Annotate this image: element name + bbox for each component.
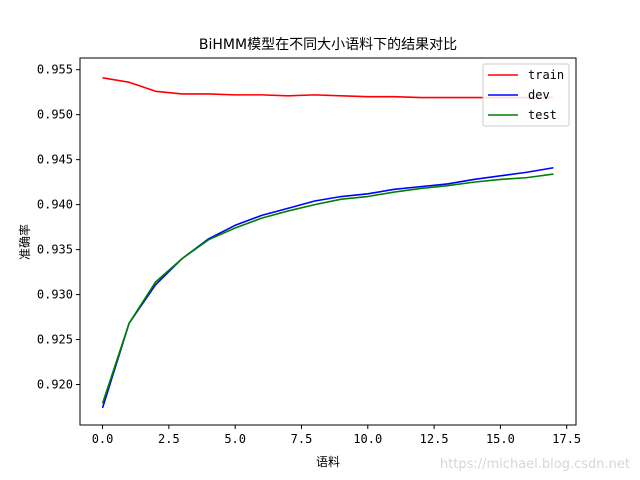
legend-entries: train dev test	[488, 68, 564, 122]
y-tick-label: 0.940	[37, 198, 73, 212]
legend: train dev test	[482, 63, 570, 127]
series-lines	[101, 77, 554, 409]
y-tick-label: 0.925	[37, 333, 73, 347]
plot-frame	[79, 57, 577, 426]
x-tick-label: 5.0	[224, 432, 246, 446]
y-tick-label: 0.950	[37, 108, 73, 122]
legend-label-dev: dev	[528, 88, 550, 102]
legend-label-train: train	[528, 68, 564, 82]
legend-label-test: test	[528, 108, 557, 122]
x-tick-label: 2.5	[158, 432, 180, 446]
y-tick-label: 0.935	[37, 243, 73, 257]
x-tick-label: 7.5	[291, 432, 313, 446]
y-tick-label: 0.945	[37, 153, 73, 167]
y-tick-label: 0.955	[37, 63, 73, 77]
series-line-test	[101, 173, 554, 404]
x-axis-label: 语料	[316, 455, 340, 469]
y-tick-label: 0.930	[37, 288, 73, 302]
series-line-train	[102, 77, 554, 99]
legend-box	[482, 63, 570, 127]
y-axis-label: 准确率	[17, 224, 32, 260]
y-axis-ticks: 0.920 0.925 0.930 0.935 0.940 0.945 0.950 0.955	[37, 63, 80, 392]
x-axis-ticks: 0.0 2.5 5.0 7.5 10.0 12.5 15.0 17.5	[92, 425, 581, 446]
x-tick-label: 12.5	[420, 432, 449, 446]
x-tick-label: 17.5	[552, 432, 581, 446]
x-tick-label: 0.0	[92, 432, 114, 446]
x-tick-label: 15.0	[486, 432, 515, 446]
y-tick-label: 0.920	[37, 378, 73, 392]
chart-title: BiHMM模型在不同大小语料下的结果对比	[199, 37, 457, 53]
x-tick-label: 10.0	[353, 432, 382, 446]
watermark-text: https://michael.blog.csdn.net	[439, 457, 630, 472]
